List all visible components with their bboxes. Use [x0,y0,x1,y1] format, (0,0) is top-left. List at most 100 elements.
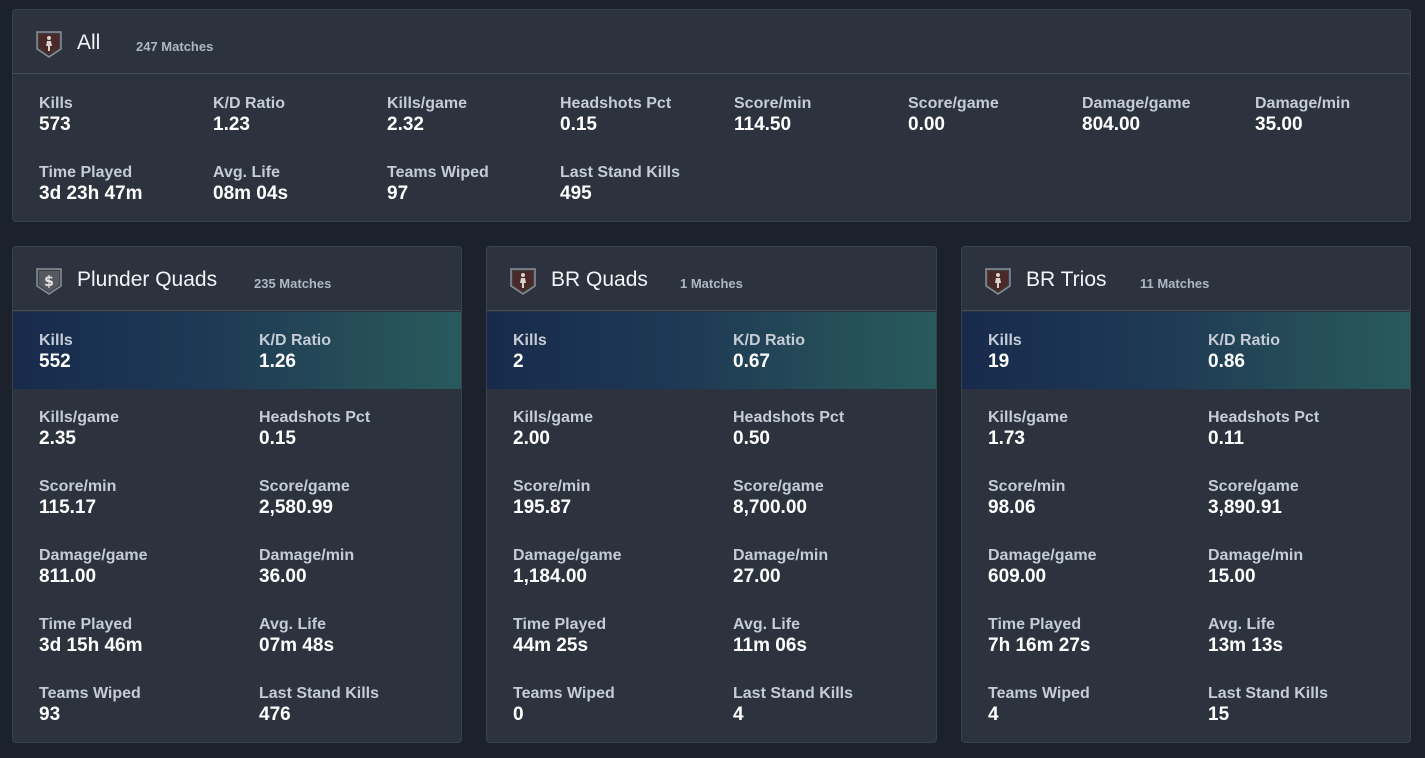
stat-score-per-min: Score/min 98.06 [988,477,1065,519]
stat-value: 0.50 [733,428,770,449]
stat-label: Score/min [513,478,591,495]
stat-value: 2.00 [513,428,550,449]
stat-value: 609.00 [988,566,1047,587]
stat-value: 0.00 [908,114,945,135]
stat-label: Score/min [39,478,117,495]
mode-title: Plunder Quads [77,268,218,291]
stat-label: Last Stand Kills [1208,685,1329,702]
stat-label: Headshots Pct [733,409,845,426]
stat-value: 35.00 [1255,114,1303,135]
stat-label: Last Stand Kills [560,164,681,181]
stat-value: 0.15 [259,428,296,449]
stat-value: 08m 04s [213,183,289,204]
stat-headshots-pct: Headshots Pct 0.50 [733,408,844,450]
stat-label: Teams Wiped [39,685,141,702]
stat-label: Last Stand Kills [733,685,854,702]
stat-damage-per-game: Damage/game 811.00 [39,546,148,588]
stat-value: 2.32 [387,114,424,135]
stat-value: 1.26 [259,351,296,372]
stat-value: 3d 15h 46m [39,635,143,656]
stat-value: 3d 23h 47m [39,183,143,204]
stat-label: Time Played [988,616,1082,633]
stat-label: Kills [39,332,73,349]
stat-value: 804.00 [1082,114,1141,135]
stat-kills-per-game: Kills/game 2.32 [387,94,467,136]
stat-label: Damage/min [259,547,355,564]
stat-value: 0.86 [1208,351,1245,372]
stat-value: 495 [560,183,592,204]
stat-value: 2,580.99 [259,497,333,518]
soldier-badge-icon [510,268,536,295]
stat-label: Avg. Life [213,164,280,181]
stat-teams-wiped: Teams Wiped 97 [387,163,489,205]
mode-header: BR Quads 1 Matches [487,247,936,311]
dollar-badge-icon: $ [36,268,62,295]
stat-avg-life: Avg. Life 11m 06s [733,615,807,657]
stat-kills: Kills 573 [39,94,73,136]
stat-value: 1.23 [213,114,250,135]
match-count: 247 Matches [136,39,214,54]
stat-label: Score/min [988,478,1066,495]
stat-label: K/D Ratio [213,95,285,112]
stat-value: 1,184.00 [513,566,587,587]
stat-damage-per-min: Damage/min 15.00 [1208,546,1303,588]
stat-teams-wiped: Teams Wiped 0 [513,684,615,726]
stat-score-per-game: Score/game 3,890.91 [1208,477,1299,519]
stat-kills: Kills 552 [39,331,73,373]
stat-avg-life: Avg. Life 13m 13s [1208,615,1283,657]
stat-value: 552 [39,351,71,372]
stat-label: Score/min [734,95,812,112]
stat-time-played: Time Played 3d 15h 46m [39,615,143,657]
stat-score-per-min: Score/min 114.50 [734,94,811,136]
stat-score-per-game: Score/game 2,580.99 [259,477,350,519]
mode-panel-br-trios: BR Trios 11 Matches Kills 19 K/D Ratio 0… [961,246,1411,743]
stat-value: 44m 25s [513,635,589,656]
stat-label: Damage/min [1208,547,1304,564]
stat-value: 114.50 [734,114,792,135]
stat-value: 27.00 [733,566,781,587]
stat-label: Last Stand Kills [259,685,380,702]
stat-label: Kills/game [988,409,1069,426]
stat-damage-per-game: Damage/game 1,184.00 [513,546,622,588]
stat-label: Score/game [733,478,824,495]
stat-label: Avg. Life [259,616,326,633]
stat-value: 195.87 [513,497,572,518]
stat-last-stand-kills: Last Stand Kills 15 [1208,684,1328,726]
stat-damage-per-game: Damage/game 804.00 [1082,94,1191,136]
stat-value: 4 [988,704,999,725]
stat-label: Score/game [1208,478,1299,495]
match-count: 1 Matches [680,276,743,291]
stat-label: Avg. Life [1208,616,1275,633]
stat-value: 811.00 [39,566,97,587]
stat-kills-per-game: Kills/game 2.00 [513,408,593,450]
stat-kills: Kills 19 [988,331,1022,373]
stat-value: 115.17 [39,497,97,518]
stat-score-per-min: Score/min 115.17 [39,477,116,519]
stat-value: 15.00 [1208,566,1256,587]
stat-kills: Kills 2 [513,331,547,373]
all-modes-header: All 247 Matches [13,10,1410,74]
mode-header: $ Plunder Quads 235 Matches [13,247,461,311]
stat-score-per-game: Score/game 8,700.00 [733,477,824,519]
match-count: 235 Matches [254,276,332,291]
stat-avg-life: Avg. Life 08m 04s [213,163,288,205]
stat-value: 97 [387,183,409,204]
stat-value: 36.00 [259,566,307,587]
stat-value: 573 [39,114,71,135]
stat-teams-wiped: Teams Wiped 4 [988,684,1090,726]
mode-panel-br-quads: BR Quads 1 Matches Kills 2 K/D Ratio 0.6… [486,246,937,743]
match-count: 11 Matches [1140,276,1210,291]
stat-damage-per-min: Damage/min 36.00 [259,546,354,588]
highlight-band [962,312,1410,389]
stat-value: 0.15 [560,114,597,135]
stat-value: 7h 16m 27s [988,635,1091,656]
stat-label: Kills [988,332,1022,349]
stat-value: 0.67 [733,351,770,372]
stat-label: Teams Wiped [513,685,615,702]
stat-label: Kills/game [513,409,594,426]
stat-last-stand-kills: Last Stand Kills 476 [259,684,379,726]
stat-last-stand-kills: Last Stand Kills 4 [733,684,853,726]
stat-label: Damage/game [513,547,622,564]
stat-kills-per-game: Kills/game 2.35 [39,408,119,450]
stat-value: 1.73 [988,428,1025,449]
